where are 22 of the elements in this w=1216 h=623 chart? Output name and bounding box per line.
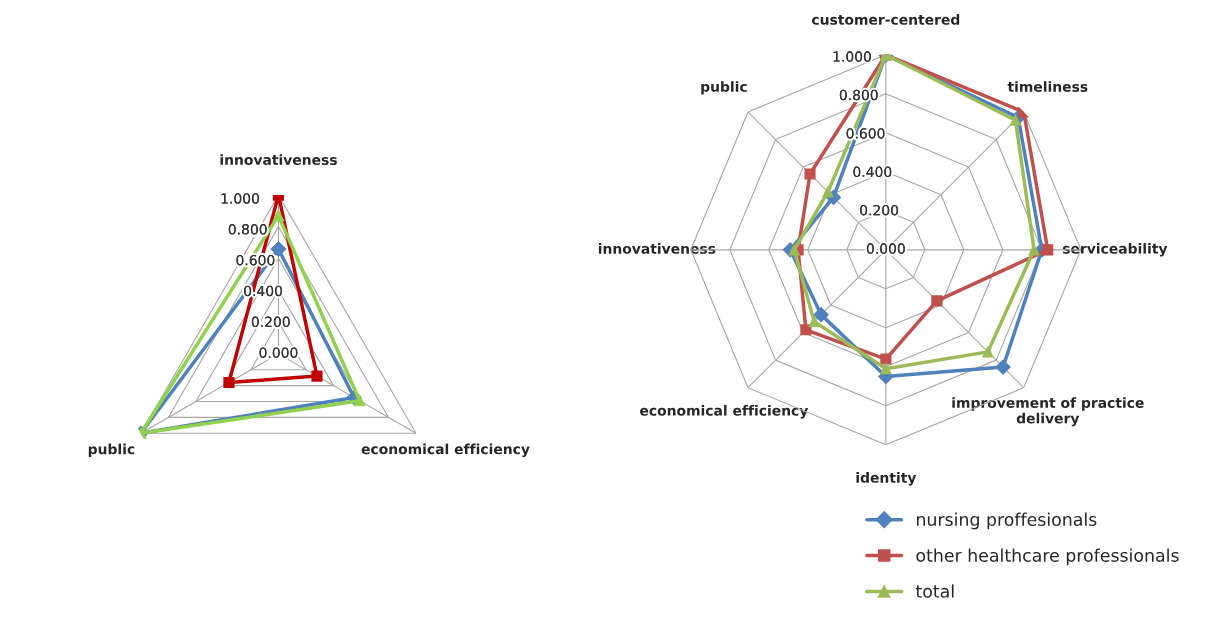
- y-tick-label: 0.200: [251, 316, 290, 328]
- legend-label: total: [915, 584, 954, 598]
- spoke-label: economical efficiency: [361, 443, 530, 458]
- spoke-label: timeliness: [1007, 81, 1088, 92]
- y-tick-label: 0.400: [853, 166, 892, 178]
- spoke-label: innovativeness: [220, 154, 337, 165]
- y-tick-label: 1.000: [221, 193, 259, 204]
- spoke-label: public: [88, 443, 135, 458]
- spoke-label: serviceability: [1062, 243, 1168, 257]
- spoke-label: improvement of practice delivery: [952, 397, 1144, 427]
- spoke-label: public: [701, 81, 747, 95]
- spoke-label: innovativeness: [598, 243, 716, 254]
- y-tick-label: 0.000: [259, 347, 298, 358]
- spoke-label: identity: [856, 472, 917, 486]
- legend-label: other healthcare professionals: [916, 548, 1179, 566]
- legend-label: nursing proffesionals: [917, 512, 1097, 530]
- spoke-label: customer-centered: [812, 14, 960, 25]
- y-tick-label: 1.000: [833, 51, 871, 62]
- y-tick-label: 0.200: [860, 204, 899, 216]
- y-tick-label: 0.800: [228, 224, 267, 235]
- spoke-label: economical efficiency: [640, 404, 809, 419]
- y-tick-label: 0.000: [866, 243, 905, 254]
